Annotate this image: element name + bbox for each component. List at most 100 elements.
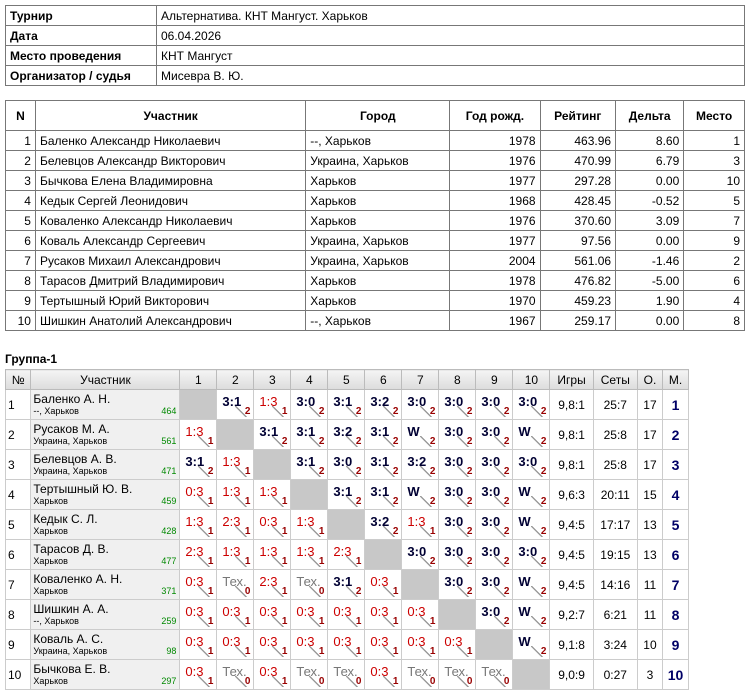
participant-cell: Тертышный Ю. В. Харьков 459 [30,479,181,510]
result-cell: 3:0 2 [438,509,477,540]
participant-row: 1 Баленко Александр Николаевич --, Харьков… [5,130,745,151]
result-score: 3:1 [259,424,279,439]
column-header: Сеты [592,369,638,390]
result-score: Тех. [481,664,506,679]
result-score: 1:3 [222,454,241,469]
participant-cell: 0.00 [615,310,685,331]
participant-row: 7 Русаков Михаил Александрович Украина, Ха… [5,250,745,271]
result-cell: 3:0 2 [475,539,514,570]
summary-cell: 17 [636,449,664,480]
participant-cell: 9 [683,230,745,251]
summary-cell: 25:7 [592,389,638,420]
result-score: 3:0 [481,484,501,499]
result-score: 1:3 [259,394,278,409]
participant-cell: Коваленко А. Н. Харьков 371 [30,569,181,600]
participant-cell: 5 [683,190,745,211]
column-header: Участник [30,369,181,390]
info-table: Турнир Альтернатива. КНТ Мангуст. Харьков… [5,5,745,86]
place-cell: 5 [662,509,689,540]
result-points: 2 [345,496,362,507]
participant-cell: 10 [5,310,36,331]
result-score: 0:3 [185,574,204,589]
participant-cell: Коваль Александр Сергеевич [34,230,307,251]
column-header: Игры [549,369,594,390]
place-cell: 1 [662,389,689,420]
participant-cell: 6 [683,270,745,291]
result-cell: 0:3 1 [290,629,329,660]
result-score: 1:3 [222,544,241,559]
participant-cell: 1978 [449,270,541,291]
result-cell: 0:3 1 [179,599,218,630]
participant-cell: Белевцов Александр Викторович [34,150,307,171]
result-cell: 1:3 1 [401,509,440,540]
column-header: 1 [179,369,218,390]
row-number: 6 [4,539,32,570]
row-number: 4 [4,479,32,510]
participant-cell: 2 [683,250,745,271]
result-score: 3:0 [444,454,464,469]
summary-cell: 9,8:1 [549,389,594,420]
participant-cell: 0.00 [615,170,685,191]
participant-city: Украина, Харьков [33,465,108,476]
participant-city: Украина, Харьков [33,645,108,656]
participant-cell: Коваленко Александр Николаевич [34,210,307,231]
result-cell: 3:1 2 [364,419,403,450]
column-header: № [4,369,32,390]
self-cell [364,539,403,570]
info-cell: Турнир [5,5,157,26]
result-points: 2 [197,466,214,477]
place-cell: 4 [662,479,689,510]
participant-row: 9 Тертышный Юрий Викторович Харьков 1970 459… [5,290,745,311]
result-score: 0:3 [444,634,463,649]
place-cell: 3 [662,449,689,480]
result-score: Тех. [333,664,358,679]
participant-rating: 428 [161,526,177,536]
result-cell: 3:0 2 [475,389,514,420]
result-points: 2 [530,436,547,447]
info-cell: Мисевра В. Ю. [156,65,745,86]
summary-cell: 13 [636,539,664,570]
info-cell: КНТ Мангуст [156,45,745,66]
participant-rating: 459 [161,496,177,506]
result-points: 2 [345,466,362,477]
result-points: 2 [345,436,362,447]
participant-name: Тертышный Ю. В. [33,481,133,496]
result-points: 1 [197,646,214,657]
result-cell: 0:3 1 [327,599,366,630]
participant-cell: Бычкова Е. В. Харьков 297 [30,659,181,690]
result-cell: 0:3 1 [327,629,366,660]
column-header: О. [636,369,664,390]
result-score: 0:3 [185,664,204,679]
result-cell: 1:3 1 [290,539,329,570]
participant-cell: 1978 [449,130,541,151]
result-score: 2:3 [333,544,352,559]
summary-cell: 11 [636,599,664,630]
result-cell: 3:1 2 [290,419,329,450]
result-points: 2 [382,496,399,507]
column-header: 6 [364,369,403,390]
result-points: 1 [345,556,362,567]
summary-cell: 17 [636,419,664,450]
place-cell: 6 [662,539,689,570]
participant-cell: 1 [5,130,36,151]
participant-cell: Бычкова Елена Владимировна [34,170,307,191]
result-points: 2 [493,616,510,627]
result-cell: 3:0 2 [327,449,366,480]
result-score: 3:1 [370,454,390,469]
participant-cell: 0.00 [615,230,685,251]
result-points: 0 [308,676,325,687]
row-number: 2 [4,419,32,450]
result-cell: 3:0 2 [475,479,514,510]
result-cell: 3:1 2 [179,449,218,480]
result-points: 1 [234,556,251,567]
result-score: 3:0 [407,544,427,559]
result-points: 0 [308,586,325,597]
participant-cell: Шишкин Анатолий Александрович [34,310,307,331]
row-number: 9 [4,629,32,660]
result-score: 1:3 [296,514,315,529]
result-points: 1 [382,616,399,627]
column-header: Год рожд. [449,100,541,131]
result-points: 0 [234,586,251,597]
result-score: 3:0 [407,394,427,409]
